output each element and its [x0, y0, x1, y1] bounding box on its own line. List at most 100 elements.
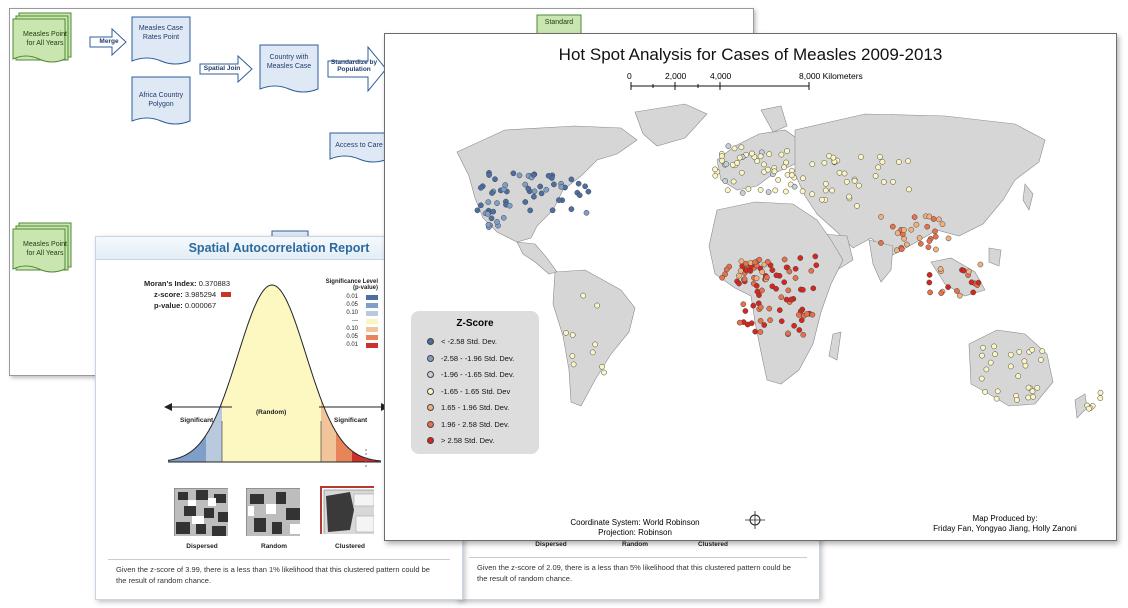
- sig-swatch: [366, 310, 378, 316]
- measles-point: [778, 294, 785, 301]
- measles-point: [601, 369, 607, 376]
- measles-point: [759, 269, 766, 275]
- sig-swatch: [366, 294, 378, 300]
- measles-point: [778, 151, 785, 158]
- pattern-label-dispersed-2: Dispersed: [535, 541, 567, 548]
- measles-point: [478, 202, 484, 209]
- right-arrow: [319, 403, 389, 411]
- measles-point: [1039, 348, 1046, 354]
- measles-point: [791, 322, 797, 329]
- sig-title: Significance Level: [325, 279, 378, 285]
- measles-point: [525, 185, 532, 192]
- coordinate-system: Coordinate System: World Robinson: [570, 518, 700, 527]
- zscore-value: 3.985294: [184, 290, 217, 299]
- measles-point: [903, 241, 910, 248]
- measles-point: [747, 268, 754, 274]
- measles-point: [812, 253, 819, 260]
- measles-point: [798, 317, 805, 324]
- measles-point: [933, 246, 939, 253]
- measles-point: [537, 183, 544, 190]
- measles-point: [569, 332, 576, 338]
- measles-point: [788, 296, 794, 303]
- measles-point: [822, 187, 829, 194]
- legend-label: -1.65 - 1.65 Std. Dev: [441, 386, 511, 396]
- measles-point: [789, 172, 795, 179]
- measles-point: [796, 327, 803, 333]
- measles-point: [1030, 393, 1036, 400]
- pvalue-label: p-value:: [154, 301, 183, 310]
- measles-point: [545, 172, 552, 179]
- measles-point: [792, 275, 799, 281]
- zscore-label: z-score:: [154, 290, 183, 299]
- measles-point: [977, 261, 984, 268]
- measles-point: [898, 246, 905, 253]
- scale-tick-0: 0: [627, 71, 632, 81]
- measles-point: [800, 331, 807, 338]
- measles-point: [582, 183, 588, 190]
- legend-dot-icon: [427, 420, 434, 428]
- measles-point: [575, 180, 582, 187]
- legend-label: -1.96 - -1.65 Std. Dev.: [441, 370, 515, 379]
- measles-point: [937, 266, 944, 272]
- legend-dot-icon: [427, 371, 434, 378]
- sig-swatch: [366, 302, 378, 308]
- sig-row: 0.10: [296, 309, 378, 317]
- measles-point: [932, 233, 939, 240]
- measles-point: [737, 267, 744, 274]
- measles-point: [925, 244, 932, 251]
- measles-point: [719, 274, 725, 281]
- measles-point: [795, 312, 802, 318]
- measles-point: [773, 285, 779, 292]
- measles-point: [799, 188, 806, 195]
- measles-point: [936, 216, 942, 223]
- sig-row: 0.10: [296, 325, 378, 333]
- landmasses: [456, 103, 1088, 419]
- measles-point: [741, 276, 748, 282]
- measles-point: [878, 240, 884, 246]
- legend-item: -1.65 - 1.65 Std. Dev: [427, 387, 510, 396]
- significant-left: Significant: [180, 417, 214, 424]
- pattern-label-dispersed: Dispersed: [186, 543, 218, 550]
- z-score-legend: Z-Score < -2.58 Std. Dev. -2.58 - -1.96 S…: [411, 311, 539, 454]
- measles-point: [1014, 397, 1020, 403]
- measles-point: [757, 317, 764, 324]
- measles-point: [858, 154, 864, 160]
- measles-point: [993, 395, 1000, 402]
- measles-point: [810, 285, 817, 292]
- legend-dot-icon: [427, 404, 434, 411]
- measles-point: [736, 319, 743, 326]
- case-rates-doc: [131, 16, 191, 65]
- measles-point: [846, 193, 852, 200]
- measles-point: [1021, 358, 1028, 365]
- legend-item: -2.58 - -1.96 Std. Dev.: [427, 354, 514, 363]
- measles-point: [908, 226, 915, 233]
- input-label-bottom: Measles Point for All Years: [23, 241, 67, 257]
- measles-point: [970, 289, 977, 296]
- measles-point: [753, 275, 760, 282]
- measles-point: [549, 207, 556, 214]
- morans-label: Moran's Index:: [144, 279, 197, 288]
- sig-row: ---: [296, 317, 378, 325]
- measles-point: [800, 286, 806, 293]
- measles-point: [1029, 346, 1036, 353]
- measles-point: [753, 282, 760, 289]
- measles-point: [966, 268, 972, 275]
- measles-point: [1025, 384, 1032, 391]
- sig-level-text: 0.01: [346, 294, 358, 300]
- measles-point: [485, 199, 492, 205]
- standard-label: Standard: [544, 19, 574, 26]
- sig-row: 0.01: [296, 293, 378, 301]
- legend-label: > 2.58 Std. Dev.: [441, 436, 495, 445]
- measles-point: [748, 320, 755, 327]
- measles-point: [502, 182, 509, 188]
- measles-point: [712, 166, 718, 173]
- measles-point: [767, 317, 773, 323]
- measles-point: [745, 186, 752, 192]
- measles-point: [500, 214, 507, 221]
- measles-point: [764, 258, 771, 265]
- measles-point: [800, 175, 806, 182]
- pattern-label-clustered-2: Clustered: [698, 541, 728, 548]
- measles-point: [785, 287, 792, 294]
- measles-point: [734, 160, 740, 166]
- sig-row: 0.05: [296, 333, 378, 341]
